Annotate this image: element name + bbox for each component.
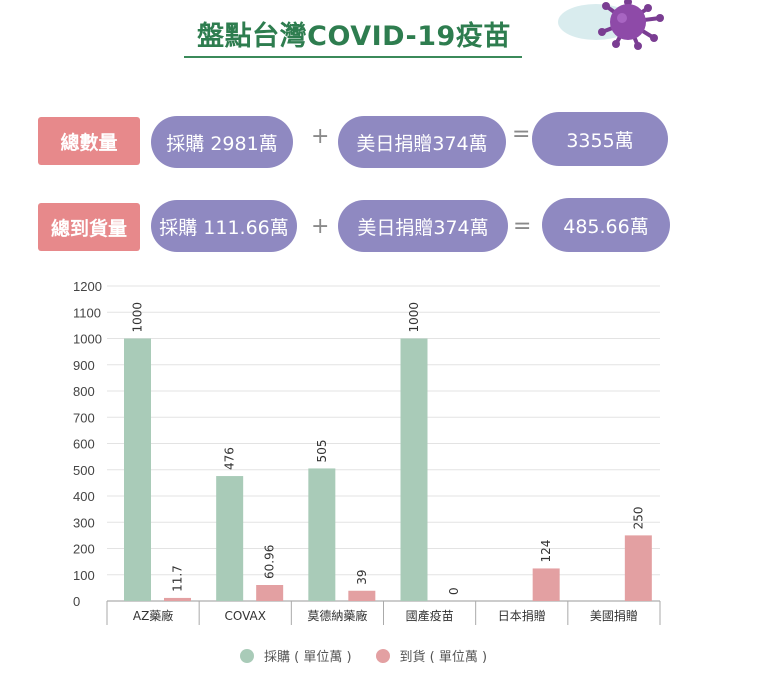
purchase-arrival-pill: 採購 111.66萬 [151,200,297,252]
data-label: 60.96 [263,545,277,579]
legend-swatch-purchase [240,648,254,663]
y-tick-label: 100 [73,568,95,583]
data-label: 1000 [131,302,145,333]
arrival-bar [532,568,560,601]
data-label: 124 [539,540,553,563]
y-tick-label: 1200 [73,279,102,294]
y-tick-label: 1100 [73,305,101,320]
y-tick-label: 200 [73,542,95,557]
y-tick-label: 800 [73,384,95,399]
total-arrival-label: 總到貨量 [38,203,140,251]
data-label: 39 [355,569,369,584]
x-tick-label: AZ藥廠 [133,608,173,623]
purchase-pill: 採購 2981萬 [151,116,293,168]
purchase-bar [308,468,336,601]
data-label: 11.7 [171,565,185,592]
arrival-bar [348,590,376,601]
data-label: 1000 [407,302,421,333]
legend-label-arrival: 到貨 ( 單位萬 ) [399,650,488,665]
arrival-bar [256,584,284,601]
y-tick-label: 900 [73,358,95,373]
x-tick-label: COVAX [225,609,266,623]
y-tick-label: 500 [73,463,95,478]
data-label: 505 [315,440,329,463]
purchase-bar [400,338,428,601]
x-tick-label: 日本捐贈 [498,608,546,623]
legend-item-arrival: 到貨 ( 單位萬 ) [375,646,488,665]
purchase-bar [216,476,244,601]
plus-sign: + [311,124,330,149]
data-label: 250 [631,506,645,529]
equals-sign: = [513,214,532,239]
arrival-bar [164,597,191,601]
page-title: 盤點台灣COVID-19疫苗 [197,21,511,52]
chart-legend: 採購 ( 單位萬 ) 到貨 ( 單位萬 ) [240,646,487,665]
x-tick-label: 莫德納藥廠 [307,608,367,623]
total-arrival-pill: 485.66萬 [542,198,670,252]
purchase-bar [124,338,151,601]
y-tick-label: 400 [73,489,95,504]
y-tick-label: 600 [73,437,95,452]
equals-sign: = [512,122,531,147]
plus-sign: + [311,214,330,239]
virus-icon [558,0,664,50]
x-tick-label: 國產疫苗 [406,608,454,623]
x-tick-label: 美國捐贈 [590,608,638,623]
donation-arrival-pill: 美日捐贈374萬 [338,200,508,252]
donation-pill: 美日捐贈374萬 [338,116,506,168]
total-quantity-label: 總數量 [38,117,140,165]
total-pill: 3355萬 [532,112,668,166]
y-tick-label: 700 [73,410,95,425]
legend-label-purchase: 採購 ( 單位萬 ) [264,650,352,665]
y-tick-label: 0 [73,594,80,609]
legend-swatch-arrival [375,648,390,663]
data-label: 476 [223,447,237,470]
arrival-bar [624,535,652,601]
y-tick-label: 1000 [73,332,102,347]
y-tick-label: 300 [73,515,95,530]
legend-item-purchase: 採購 ( 單位萬 ) [240,646,352,665]
data-label: 0 [447,587,461,595]
title-underline [184,56,522,58]
vaccine-bar-chart: 0 100 200 300 400 500 600 700 800 900 1000 1100 1200… [73,279,661,625]
